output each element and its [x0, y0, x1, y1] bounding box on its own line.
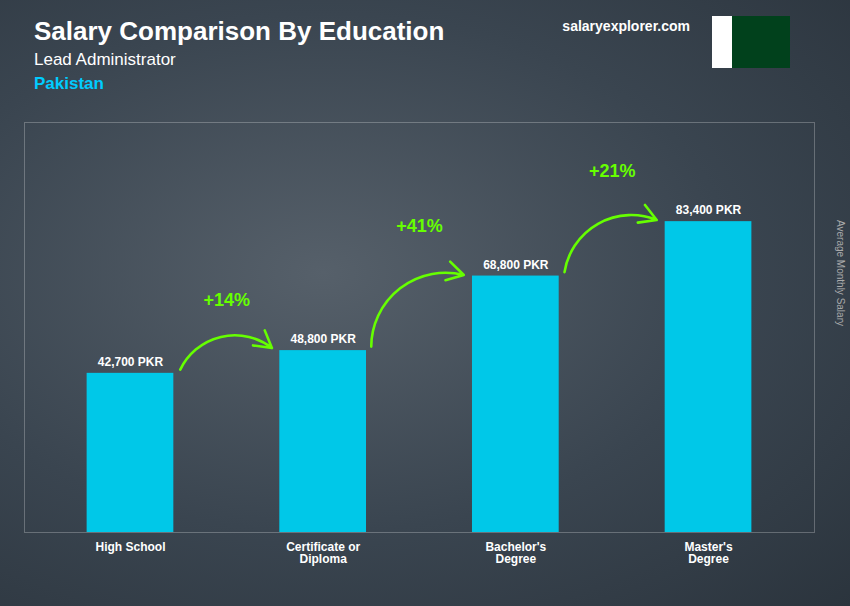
- svg-text:Certificate orDiploma: Certificate orDiploma: [286, 540, 360, 566]
- svg-text:+41%: +41%: [396, 216, 443, 236]
- svg-text:+21%: +21%: [589, 161, 636, 181]
- html-text:salaryexplorer.com: salaryexplorer.com: [562, 18, 690, 34]
- svg-text:High School: High School: [95, 540, 165, 554]
- svg-text:42,700 PKR: 42,700 PKR: [98, 355, 164, 369]
- svg-text:48,800 PKR: 48,800 PKR: [290, 332, 356, 346]
- svg-text:Bachelor'sDegree: Bachelor'sDegree: [485, 540, 546, 566]
- svg-text:68,800 PKR: 68,800 PKR: [483, 258, 549, 272]
- html-text:Average Monthly Salary: Average Monthly Salary: [835, 220, 846, 326]
- svg-text:+14%: +14%: [204, 290, 251, 310]
- html-text:Pakistan: Pakistan: [34, 74, 104, 93]
- svg-text:83,400 PKR: 83,400 PKR: [676, 203, 742, 217]
- html-text:Lead Administrator: Lead Administrator: [34, 50, 176, 69]
- html-text:Salary Comparison By Education: Salary Comparison By Education: [34, 16, 445, 46]
- svg-text:Master'sDegree: Master'sDegree: [684, 540, 733, 566]
